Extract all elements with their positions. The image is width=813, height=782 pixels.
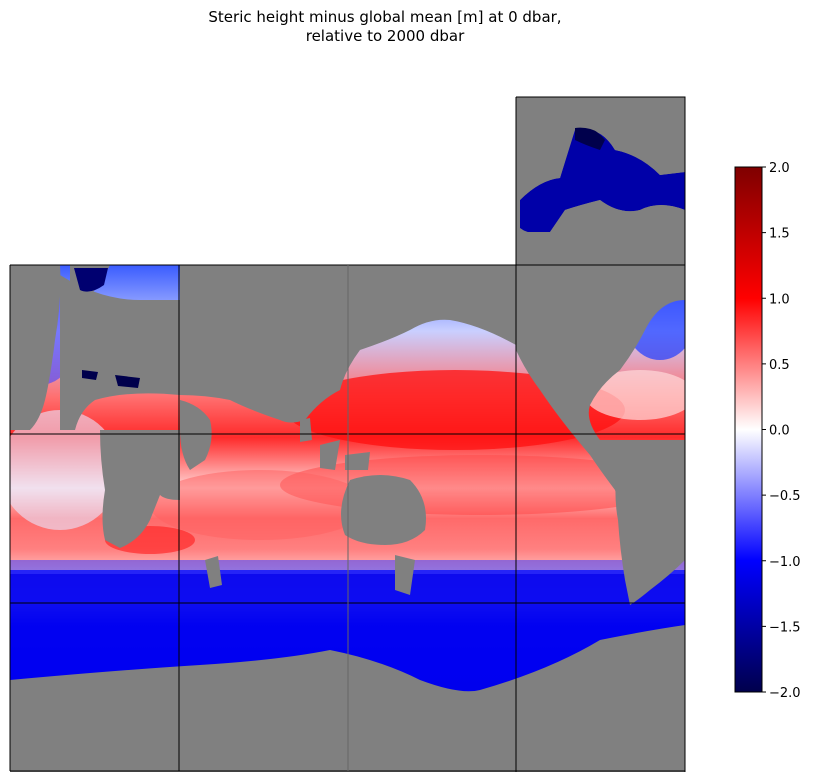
colorbar-tick-label: 0.5 [769,358,790,373]
indian-ocean [150,470,370,540]
south-atlantic [10,410,120,530]
colorbar-tick-label: −1.0 [769,555,801,570]
tile-grid [9,96,686,772]
chart-title-line-2: relative to 2000 dbar [305,27,465,45]
colorbar-tick-label: −1.5 [769,620,801,635]
colorbar-tick-label: −2.0 [769,686,801,701]
colorbar: 2.0 1.5 1.0 0.5 0.0 −0.5 −1.0 −1.5 −2.0 [734,161,801,701]
arctic-deep [575,126,605,150]
arctic-deep-patches [74,268,108,292]
colorbar-tick-label: −0.5 [769,489,801,504]
colorbar-tick-label: 1.0 [769,292,790,307]
chart-title: Steric height minus global mean [m] at 0… [0,8,770,46]
islands-deep [82,370,140,388]
colorbar-ticks: 2.0 1.5 1.0 0.5 0.0 −0.5 −1.0 −1.5 −2.0 [762,161,801,701]
colorbar-tick-label: 1.5 [769,227,790,242]
colorbar-gradient [734,166,763,693]
chart-title-line-1: Steric height minus global mean [m] at 0… [208,8,562,26]
colorbar-tick-label: 2.0 [769,161,790,176]
arctic-ocean [520,129,685,234]
gulf-stream-region [585,370,685,420]
colorbar-tick-label: 0.0 [769,424,790,439]
